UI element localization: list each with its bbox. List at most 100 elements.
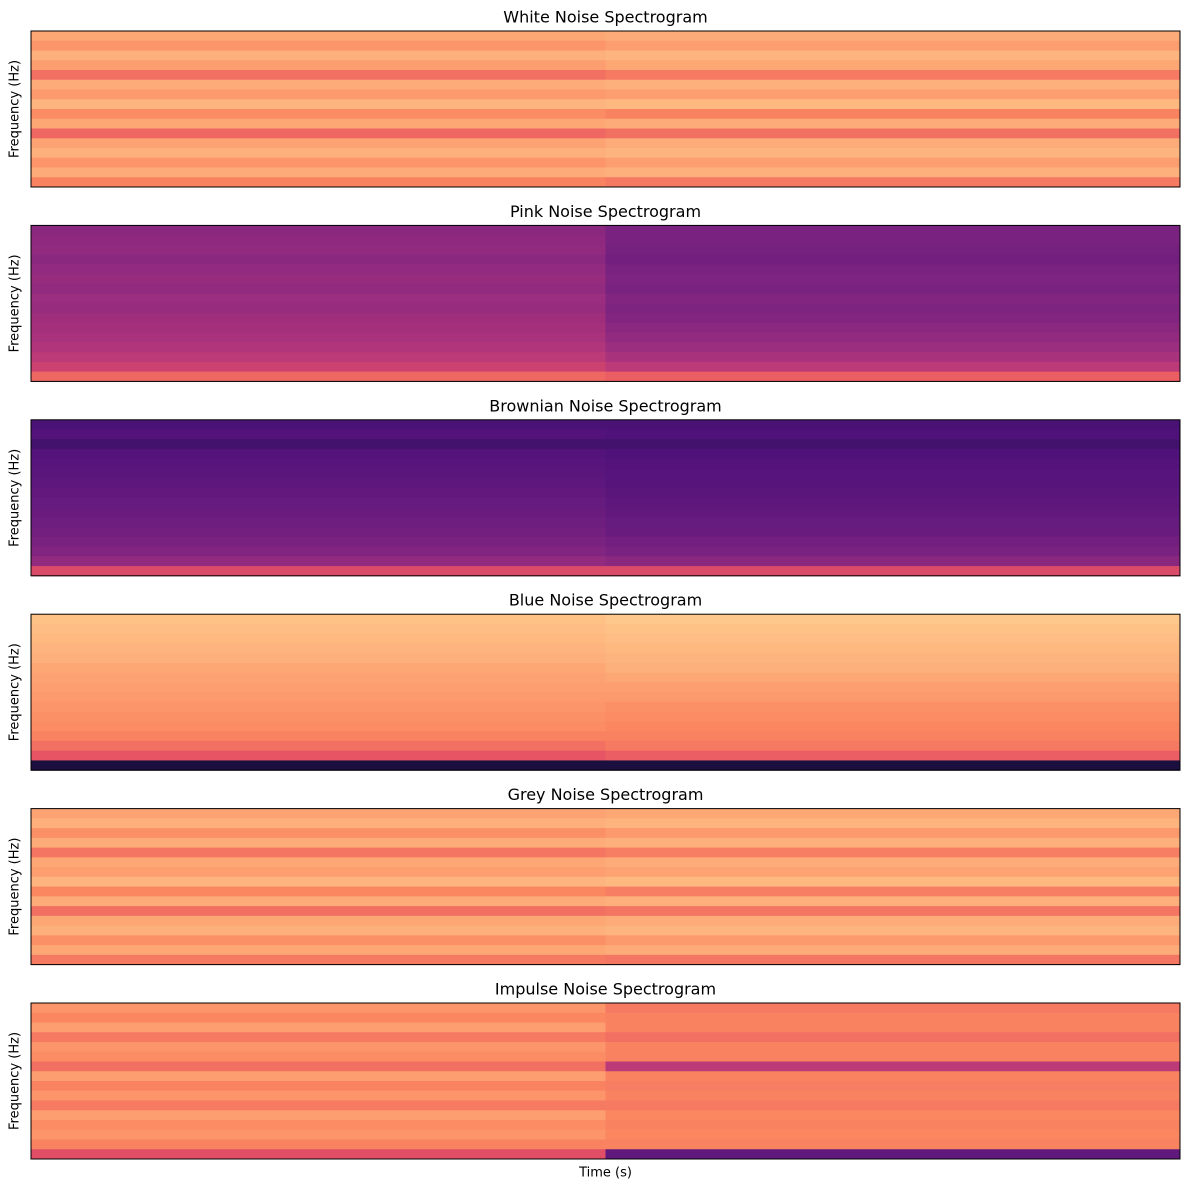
heatmap-cell [31,60,606,71]
heatmap-cell [31,740,606,752]
heatmap-cell [31,70,606,81]
heatmap-cell [31,31,606,42]
heatmap-cell [31,1032,606,1043]
heatmap-cell [605,546,1181,557]
heatmap-cell [31,274,606,285]
heatmap-cell [605,177,1181,188]
heatmap-cell [31,225,606,236]
heatmap-cell [605,1110,1181,1121]
heatmap-cell [31,118,606,129]
heatmap-cell [31,264,606,275]
y-axis-label: Frequency (Hz) [8,643,23,741]
heatmap-cell [31,254,606,265]
heatmap-cell [605,1120,1181,1131]
heatmap-cell [31,1071,606,1082]
heatmap-cell [31,429,606,440]
heatmap-cell [605,342,1181,353]
heatmap-cell [31,458,606,470]
heatmap-cell [605,682,1181,693]
heatmap-cell [605,1149,1181,1160]
heatmap-cell [31,711,606,722]
heatmap-cell [31,876,606,888]
heatmap-cell [31,915,606,927]
heatmap-cell [605,128,1181,139]
heatmap-cell [605,361,1181,373]
heatmap-cell [31,633,606,644]
heatmap-cell [31,672,606,683]
heatmap-cell [31,653,606,664]
heatmap-cell [31,1051,606,1062]
heatmap-cell [605,954,1181,966]
heatmap-cell [605,662,1181,674]
y-axis-label: Frequency (Hz) [8,838,23,936]
heatmap-cell [605,711,1181,722]
heatmap-cell [31,1012,606,1023]
heatmap-cell [31,1110,606,1121]
y-axis-label: Frequency (Hz) [8,60,23,158]
heatmap-cell [605,148,1181,159]
heatmap-cell [605,1051,1181,1062]
heatmap-cell [31,99,606,110]
heatmap-cell [31,546,606,557]
chart-title: Pink Noise Spectrogram [510,202,701,221]
heatmap-cell [605,925,1181,936]
heatmap-cell [31,157,606,168]
heatmap-cell [605,633,1181,644]
heatmap-cell [31,837,606,849]
chart-title: Grey Noise Spectrogram [508,785,704,804]
chart-title: Blue Noise Spectrogram [509,591,702,610]
heatmap-cell [605,60,1181,71]
heatmap-cell [31,886,606,897]
heatmap-cell [605,808,1181,819]
heatmap-cell [605,740,1181,752]
plot-frame [30,419,1181,577]
heatmap-cell [31,138,606,149]
plot-frame [30,1002,1181,1160]
heatmap-cell [31,847,606,858]
heatmap-cell [31,1090,606,1101]
heatmap-cell [605,50,1181,61]
heatmap-cell [605,1139,1181,1150]
heatmap-cell [605,244,1181,256]
heatmap-cell [31,303,606,314]
heatmap-cell [31,945,606,956]
heatmap-cell [605,468,1181,479]
y-axis-label: Frequency (Hz) [8,254,23,352]
heatmap-cell [605,935,1181,946]
heatmap-cell [31,177,606,188]
heatmap-cell [605,254,1181,265]
heatmap-cell [605,478,1181,489]
heatmap-cell [605,1003,1181,1014]
heatmap-cell [605,303,1181,314]
heatmap-cell [605,40,1181,51]
heatmap-cell [31,556,606,567]
heatmap-cell [31,906,606,917]
heatmap-cell [605,828,1181,839]
heatmap-cell [31,867,606,878]
heatmap-cell [31,527,606,538]
heatmap-cell [605,517,1181,528]
heatmap-cell [605,701,1181,713]
heatmap-cell [31,244,606,256]
heatmap-cell [605,118,1181,129]
heatmap-cell [605,419,1181,431]
heatmap-cell [31,1042,606,1053]
heatmap-cell [31,235,606,246]
heatmap-cell [31,419,606,431]
heatmap-cell [31,293,606,304]
heatmap-cell [605,1100,1181,1111]
heatmap-cell [605,536,1181,548]
heatmap-cell [605,70,1181,81]
heatmap-cell [31,128,606,139]
heatmap-cell [605,896,1181,907]
heatmap-cell [605,760,1181,771]
heatmap-cell [31,148,606,159]
heatmap-cell [31,361,606,373]
heatmap-cell [605,1012,1181,1023]
chart-title: Impulse Noise Spectrogram [495,980,716,999]
heatmap-cell [605,672,1181,683]
heatmap-cell [31,488,606,499]
heatmap-cell [605,89,1181,100]
heatmap-cell [605,264,1181,275]
